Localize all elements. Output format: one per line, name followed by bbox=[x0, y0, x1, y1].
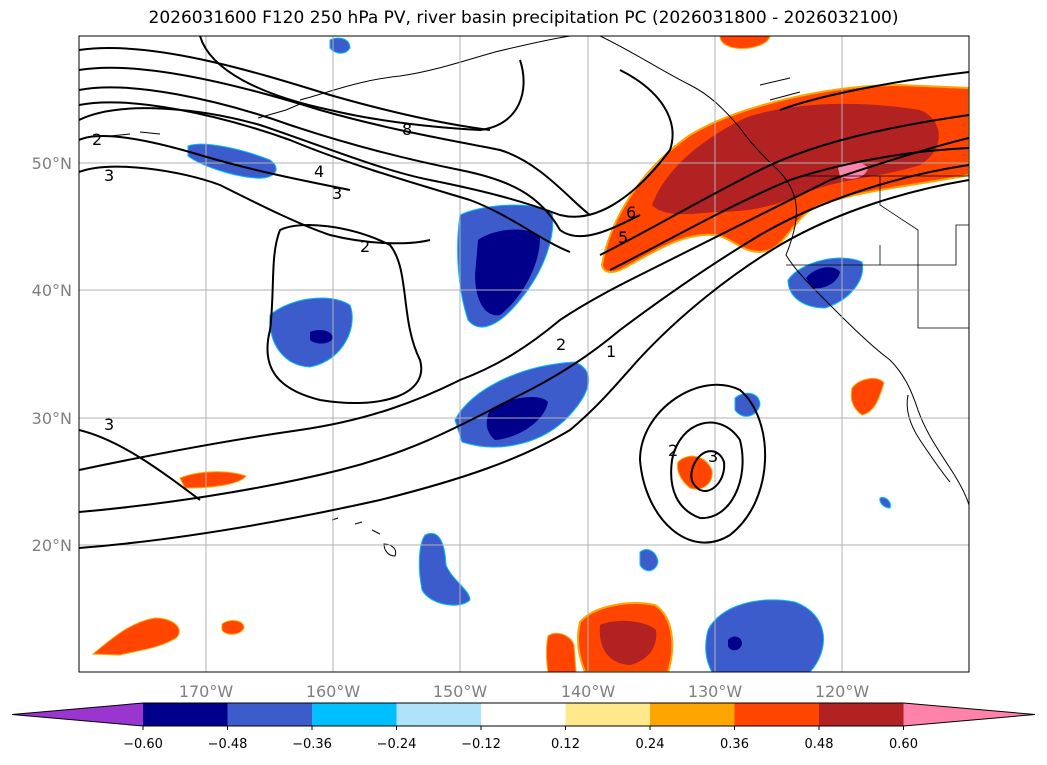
colorbar-segment bbox=[396, 703, 482, 726]
lon-label: 120°W bbox=[815, 682, 870, 701]
colorbar: −0.60 −0.48 −0.36 −0.24 −0.12 0.12 0.24 0.36 0.4… bbox=[11, 702, 1036, 752]
lon-label: 150°W bbox=[433, 682, 488, 701]
pv-contours bbox=[79, 36, 969, 549]
pv-label: 4 bbox=[314, 162, 324, 181]
pv-label: 6 bbox=[626, 203, 636, 222]
pv-label: 3 bbox=[708, 447, 718, 466]
colorbar-tick-label: −0.12 bbox=[461, 737, 501, 752]
colorbar-tick-label: −0.24 bbox=[377, 737, 417, 752]
latitude-labels: 50°N 40°N 30°N 20°N bbox=[32, 154, 72, 555]
map-frame bbox=[78, 35, 970, 673]
colorbar-tick-label: −0.36 bbox=[292, 737, 332, 752]
colorbar-segment bbox=[819, 703, 904, 726]
colorbar-extend-low bbox=[12, 703, 143, 726]
colorbar-tick-label: 0.60 bbox=[889, 737, 918, 752]
colorbar-tick-label: 0.24 bbox=[636, 737, 665, 752]
colorbar-segment bbox=[481, 703, 566, 726]
colorbar-segment bbox=[227, 703, 313, 726]
longitude-labels: 170°W 160°W 150°W 140°W 130°W 120°W bbox=[179, 682, 870, 701]
lat-label: 30°N bbox=[32, 409, 72, 428]
colorbar-segment bbox=[143, 703, 228, 726]
colorbar-tick-label: −0.48 bbox=[208, 737, 248, 752]
colorbar-segment bbox=[650, 703, 735, 726]
pv-label: 3 bbox=[104, 415, 114, 434]
coastlines bbox=[109, 36, 969, 557]
pv-label: 2 bbox=[92, 130, 102, 149]
lat-label: 50°N bbox=[32, 154, 72, 173]
negative-precip-shading bbox=[187, 37, 891, 672]
political-boundaries bbox=[786, 175, 969, 329]
pv-label: 2 bbox=[360, 237, 370, 256]
colorbar-tick-label: 0.36 bbox=[720, 737, 749, 752]
lon-label: 160°W bbox=[306, 682, 361, 701]
gridlines bbox=[79, 36, 969, 672]
pv-label: 3 bbox=[104, 166, 114, 185]
pv-label: 1 bbox=[606, 342, 616, 361]
lon-label: 130°W bbox=[688, 682, 743, 701]
colorbar-tick-label: 0.12 bbox=[551, 737, 580, 752]
lon-label: 170°W bbox=[179, 682, 234, 701]
figure-title: 2026031600 F120 250 hPa PV, river basin … bbox=[148, 8, 899, 28]
pv-label: 3 bbox=[332, 184, 342, 203]
colorbar-segment bbox=[565, 703, 651, 726]
pv-label: 8 bbox=[402, 120, 412, 139]
lat-label: 40°N bbox=[32, 281, 72, 300]
colorbar-segment bbox=[734, 703, 820, 726]
colorbar-segment bbox=[312, 703, 397, 726]
colorbar-tick-label: 0.48 bbox=[805, 737, 834, 752]
pv-label: 2 bbox=[668, 441, 678, 460]
lon-label: 140°W bbox=[561, 682, 616, 701]
colorbar-tick-label: −0.60 bbox=[123, 737, 163, 752]
lat-label: 20°N bbox=[32, 536, 72, 555]
pv-label: 5 bbox=[618, 228, 628, 247]
contour-labels: 2 3 8 4 3 2 6 5 2 1 3 2 3 bbox=[92, 120, 718, 466]
pv-label: 2 bbox=[556, 335, 566, 354]
colorbar-extend-high bbox=[903, 703, 1035, 726]
